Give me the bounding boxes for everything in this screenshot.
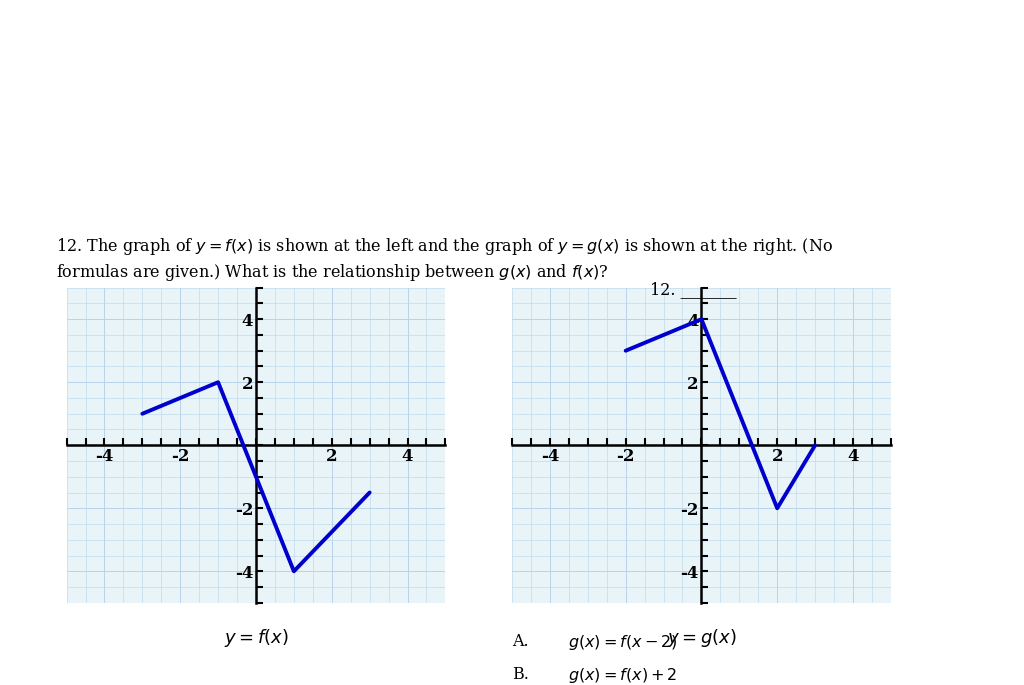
Text: 12. The graph of $y = f(x)$ is shown at the left and the graph of $y = g(x)$ is : 12. The graph of $y = f(x)$ is shown at … [56,236,834,258]
Text: B.: B. [512,666,528,683]
Text: $g(x) = f(x - 2)$: $g(x) = f(x - 2)$ [568,633,678,652]
Text: $y = f(x)$: $y = f(x)$ [223,627,289,649]
Text: $g(x) = f(x) + 2$: $g(x) = f(x) + 2$ [568,666,678,685]
Text: formulas are given.) What is the relationship between $g(x)$ and $f(x)$?: formulas are given.) What is the relatio… [56,262,609,283]
Text: 12. _______: 12. _______ [650,281,737,298]
Text: $y = g(x)$: $y = g(x)$ [667,627,736,649]
Text: A.: A. [512,633,528,650]
